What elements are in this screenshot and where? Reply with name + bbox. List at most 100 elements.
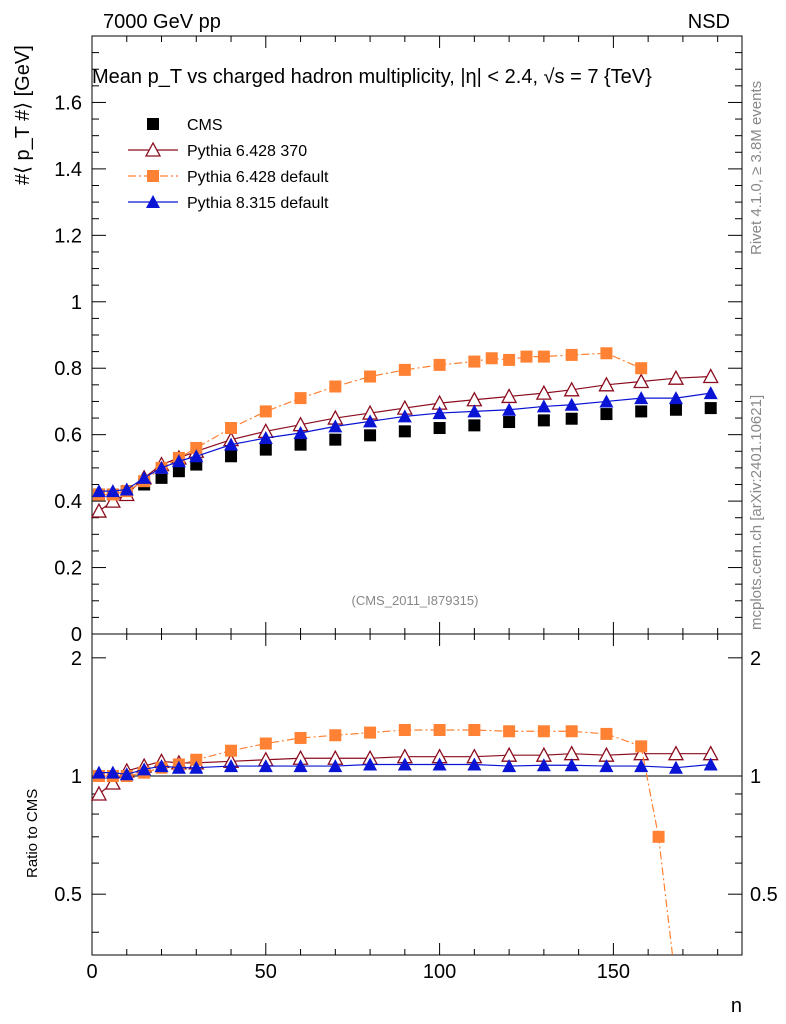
data-point-pythia-8-315-default — [397, 409, 412, 423]
data-point-pythia-6-428-default — [364, 370, 377, 383]
ratio-point-pythia-6-428-default — [635, 740, 648, 753]
data-point-cms — [565, 412, 578, 425]
ratio-point-pythia-8-315-default — [119, 767, 134, 781]
mcplots-label: mcplots.cern.ch [arXiv:2401.10621] — [748, 395, 765, 630]
ratio-point-pythia-6-428-default — [468, 723, 481, 736]
data-point-pythia-8-315-default — [189, 449, 204, 463]
ratio-point-pythia-6-428-370 — [104, 774, 121, 790]
ratio-point-pythia-6-428-default — [565, 725, 578, 738]
y-tick-label: 1 — [71, 292, 82, 314]
series-line-pythia-6-428-default — [98, 352, 642, 496]
legend-label-cms: CMS — [187, 117, 223, 134]
data-point-pythia-6-428-default — [433, 358, 446, 371]
data-point-cms — [364, 429, 377, 442]
x-tick-label: 0 — [86, 961, 97, 983]
data-point-cms — [635, 405, 648, 418]
x-tick-label: 150 — [597, 961, 630, 983]
ratio-point-pythia-6-428-default — [294, 731, 307, 744]
ratio-point-pythia-8-315-default — [536, 758, 551, 772]
ratio-point-pythia-6-428-370 — [90, 785, 108, 801]
data-point-pythia-8-315-default — [432, 406, 447, 420]
analysis-watermark: (CMS_2011_I879315) — [352, 593, 479, 608]
legend-marker-pythia-6-428-370 — [144, 141, 162, 157]
data-point-cms — [155, 471, 168, 484]
data-point-pythia-6-428-default — [259, 405, 272, 418]
ratio-point-pythia-8-315-default — [502, 759, 517, 773]
x-axis-label: n — [731, 995, 742, 1017]
data-point-pythia-6-428-default — [468, 355, 481, 368]
ratio-point-pythia-8-315-default — [564, 758, 579, 772]
ratio-point-pythia-8-315-default — [171, 760, 186, 774]
ratio-y-tick-label: 1 — [71, 766, 82, 788]
ratio-panel: 0 50 100 150 0.5 0.5 1 1 2 2 — [54, 633, 778, 983]
legend-label-pythia-6-428-default: Pythia 6.428 default — [187, 169, 329, 186]
ratio-point-pythia-8-315-default — [189, 760, 204, 774]
ratio-point-pythia-8-315-default — [91, 765, 106, 779]
ratio-line-pythia-6-428-default — [98, 729, 674, 956]
data-point-cms — [329, 433, 342, 446]
ratio-y-tick-label-right: 0.5 — [750, 884, 778, 906]
y-tick-label: 0.4 — [54, 491, 82, 513]
data-point-cms — [294, 438, 307, 451]
data-point-pythia-8-315-default — [258, 430, 273, 444]
ratio-point-pythia-8-315-default — [467, 757, 482, 771]
process-label: NSD — [688, 11, 730, 33]
rivet-version-label: Rivet 4.1.0, ≥ 3.8M events — [748, 81, 765, 255]
data-point-pythia-6-428-default — [565, 348, 578, 361]
legend-marker-cms — [147, 118, 159, 130]
ratio-point-pythia-8-315-default — [224, 759, 239, 773]
legend-label-pythia-6-428-370: Pythia 6.428 370 — [187, 143, 307, 160]
ratio-point-pythia-6-428-default — [503, 725, 516, 738]
data-point-pythia-6-428-default — [635, 362, 648, 375]
ratio-point-pythia-6-428-370 — [563, 745, 580, 761]
y-tick-label: 1.6 — [54, 92, 82, 114]
ratio-point-pythia-6-428-default — [652, 830, 665, 843]
data-point-pythia-6-428-370 — [535, 384, 552, 400]
data-point-pythia-8-315-default — [668, 391, 683, 405]
ratio-point-pythia-6-428-default — [259, 737, 272, 750]
main-panel: 0 0.2 0.4 0.6 0.8 1 1.2 1.4 1.6 CMS Pythia 6.428 3… — [54, 35, 743, 646]
data-point-cms — [669, 403, 682, 416]
ratio-y-tick-label: 0.5 — [54, 884, 82, 906]
ratio-point-pythia-8-315-default — [293, 759, 308, 773]
data-point-pythia-8-315-default — [224, 437, 239, 451]
ratio-point-pythia-8-315-default — [634, 759, 649, 773]
data-point-cms — [398, 425, 411, 438]
data-point-pythia-8-315-default — [634, 391, 649, 405]
data-point-pythia-6-428-default — [398, 363, 411, 376]
ratio-point-pythia-6-428-default — [600, 727, 613, 740]
data-point-pythia-8-315-default — [119, 482, 134, 496]
ratio-point-pythia-6-428-default — [329, 729, 342, 742]
ratio-point-pythia-8-315-default — [703, 757, 718, 771]
data-point-pythia-8-315-default — [564, 397, 579, 411]
y-tick-label: 1.2 — [54, 225, 82, 247]
data-point-cms — [503, 416, 516, 429]
ratio-point-pythia-8-315-default — [363, 757, 378, 771]
ratio-point-pythia-6-428-default — [537, 725, 550, 738]
data-point-pythia-8-315-default — [328, 419, 343, 433]
data-point-pythia-8-315-default — [599, 394, 614, 408]
data-point-pythia-6-428-default — [600, 347, 613, 360]
ratio-point-pythia-6-428-default — [225, 744, 238, 757]
ratio-point-pythia-8-315-default — [599, 759, 614, 773]
data-point-pythia-6-428-default — [485, 352, 498, 365]
data-point-cms — [537, 414, 550, 427]
data-point-pythia-6-428-370 — [598, 376, 615, 392]
data-point-pythia-6-428-370 — [90, 502, 108, 518]
ratio-axis-label: Ratio to CMS — [24, 789, 41, 878]
data-point-pythia-8-315-default — [154, 460, 169, 474]
data-point-pythia-6-428-default — [537, 350, 550, 363]
ratio-line-pythia-6-428-370 — [98, 753, 711, 795]
data-point-pythia-6-428-370 — [501, 388, 518, 404]
data-point-pythia-8-315-default — [171, 454, 186, 468]
ratio-point-pythia-6-428-default — [364, 726, 377, 739]
data-point-cms — [600, 408, 613, 421]
data-point-pythia-8-315-default — [91, 484, 106, 498]
data-point-pythia-6-428-370 — [667, 369, 685, 385]
legend-marker-pythia-8-315-default — [146, 195, 160, 208]
x-tick-label: 100 — [423, 961, 456, 983]
ratio-point-pythia-8-315-default — [105, 765, 120, 779]
ratio-point-pythia-8-315-default — [154, 759, 169, 773]
data-point-pythia-6-428-370 — [633, 373, 650, 389]
